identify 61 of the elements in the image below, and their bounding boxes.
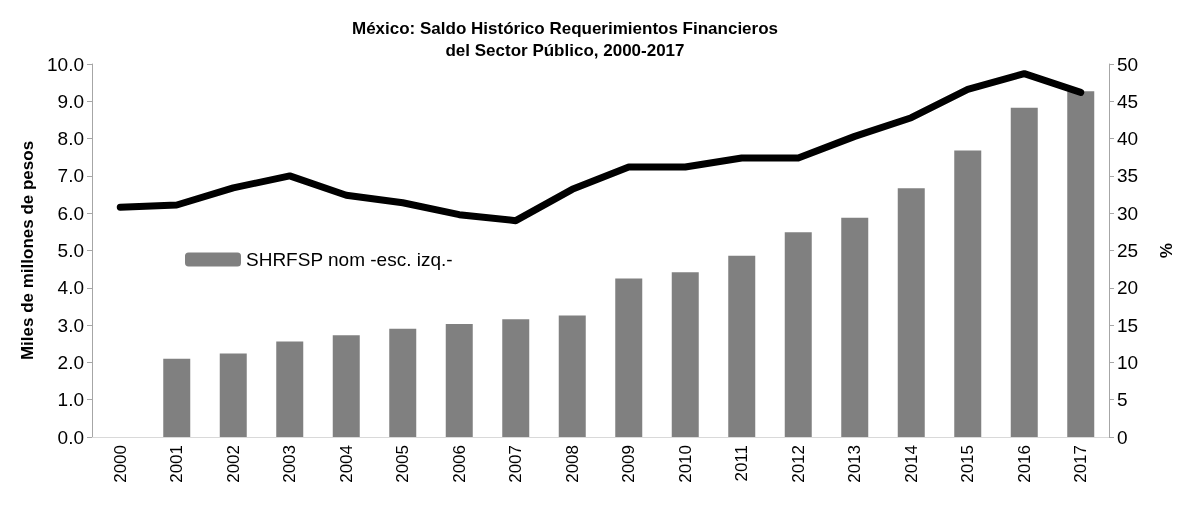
y-tick-label: 2.0 [57, 351, 84, 373]
bar [1067, 91, 1095, 437]
y2-tick-label: 35 [1117, 165, 1139, 187]
y2-tick-label: 10 [1117, 351, 1139, 373]
bar [445, 323, 473, 437]
x-tick-label: 2011 [732, 445, 752, 482]
x-tick-label: 2014 [901, 445, 921, 483]
bar [784, 232, 812, 437]
bar [163, 358, 191, 437]
y-tick-label: 9.0 [57, 90, 84, 112]
x-tick-label: 2000 [110, 445, 130, 483]
y2-tick-label: 15 [1117, 314, 1139, 336]
y2-tick-label: 50 [1117, 53, 1139, 75]
y-tick-label: 7.0 [57, 165, 84, 187]
x-tick-label: 2015 [958, 445, 978, 483]
y-tick-label: 3.0 [57, 314, 84, 336]
x-tick-label: 2017 [1071, 445, 1091, 483]
bar [219, 353, 247, 437]
x-tick-label: 2009 [619, 445, 639, 483]
bar [841, 217, 869, 437]
y2-tick-label: 20 [1117, 277, 1139, 299]
y-tick-label: 10.0 [47, 53, 84, 75]
y-tick-label: 8.0 [57, 128, 84, 150]
y2-tick-label: 30 [1117, 202, 1139, 224]
bar [897, 188, 925, 437]
y2-tick-label: 25 [1117, 240, 1139, 261]
bar [728, 255, 756, 437]
bar [332, 335, 360, 437]
y2-tick-label: 5 [1117, 389, 1128, 411]
y-tick-label: 6.0 [57, 202, 84, 224]
y-tick-label: 4.0 [57, 277, 84, 299]
bar [954, 150, 982, 437]
bar [671, 272, 699, 437]
y2-tick-label: 45 [1117, 90, 1139, 112]
bar [502, 319, 530, 437]
y2-tick-label: 0 [1117, 426, 1128, 448]
x-tick-label: 2007 [506, 445, 526, 483]
x-tick-label: 2004 [336, 445, 356, 483]
x-tick-label: 2010 [675, 445, 695, 483]
x-tick-label: 2003 [280, 445, 300, 483]
x-tick-label: 2001 [167, 445, 187, 483]
bar [1010, 107, 1038, 437]
x-tick-label: 2005 [393, 445, 413, 483]
x-tick-label: 2012 [788, 445, 808, 483]
x-tick-label: 2016 [1014, 445, 1034, 483]
bar [276, 341, 304, 437]
x-tick-label: 2006 [449, 445, 469, 483]
legend-label: SHRFSP nom -esc. izq.- [246, 249, 453, 270]
bar [558, 315, 586, 437]
bar [615, 278, 643, 437]
y-tick-label: 5.0 [57, 240, 84, 261]
y-tick-label: 0.0 [57, 426, 84, 448]
y-tick-label: 1.0 [57, 389, 84, 411]
x-tick-label: 2013 [845, 445, 865, 483]
chart-title: México: Saldo Histórico Requerimientos Financieros del Sector Público, 2000-2017 [351, 18, 779, 60]
y-axis-title: Miles de millones de pesos [18, 140, 37, 361]
y2-tick-label: 40 [1117, 128, 1139, 150]
y2-axis-title: % [1156, 242, 1175, 259]
x-tick-label: 2008 [562, 445, 582, 483]
x-tick-label: 2002 [223, 445, 243, 483]
bar [389, 328, 417, 437]
